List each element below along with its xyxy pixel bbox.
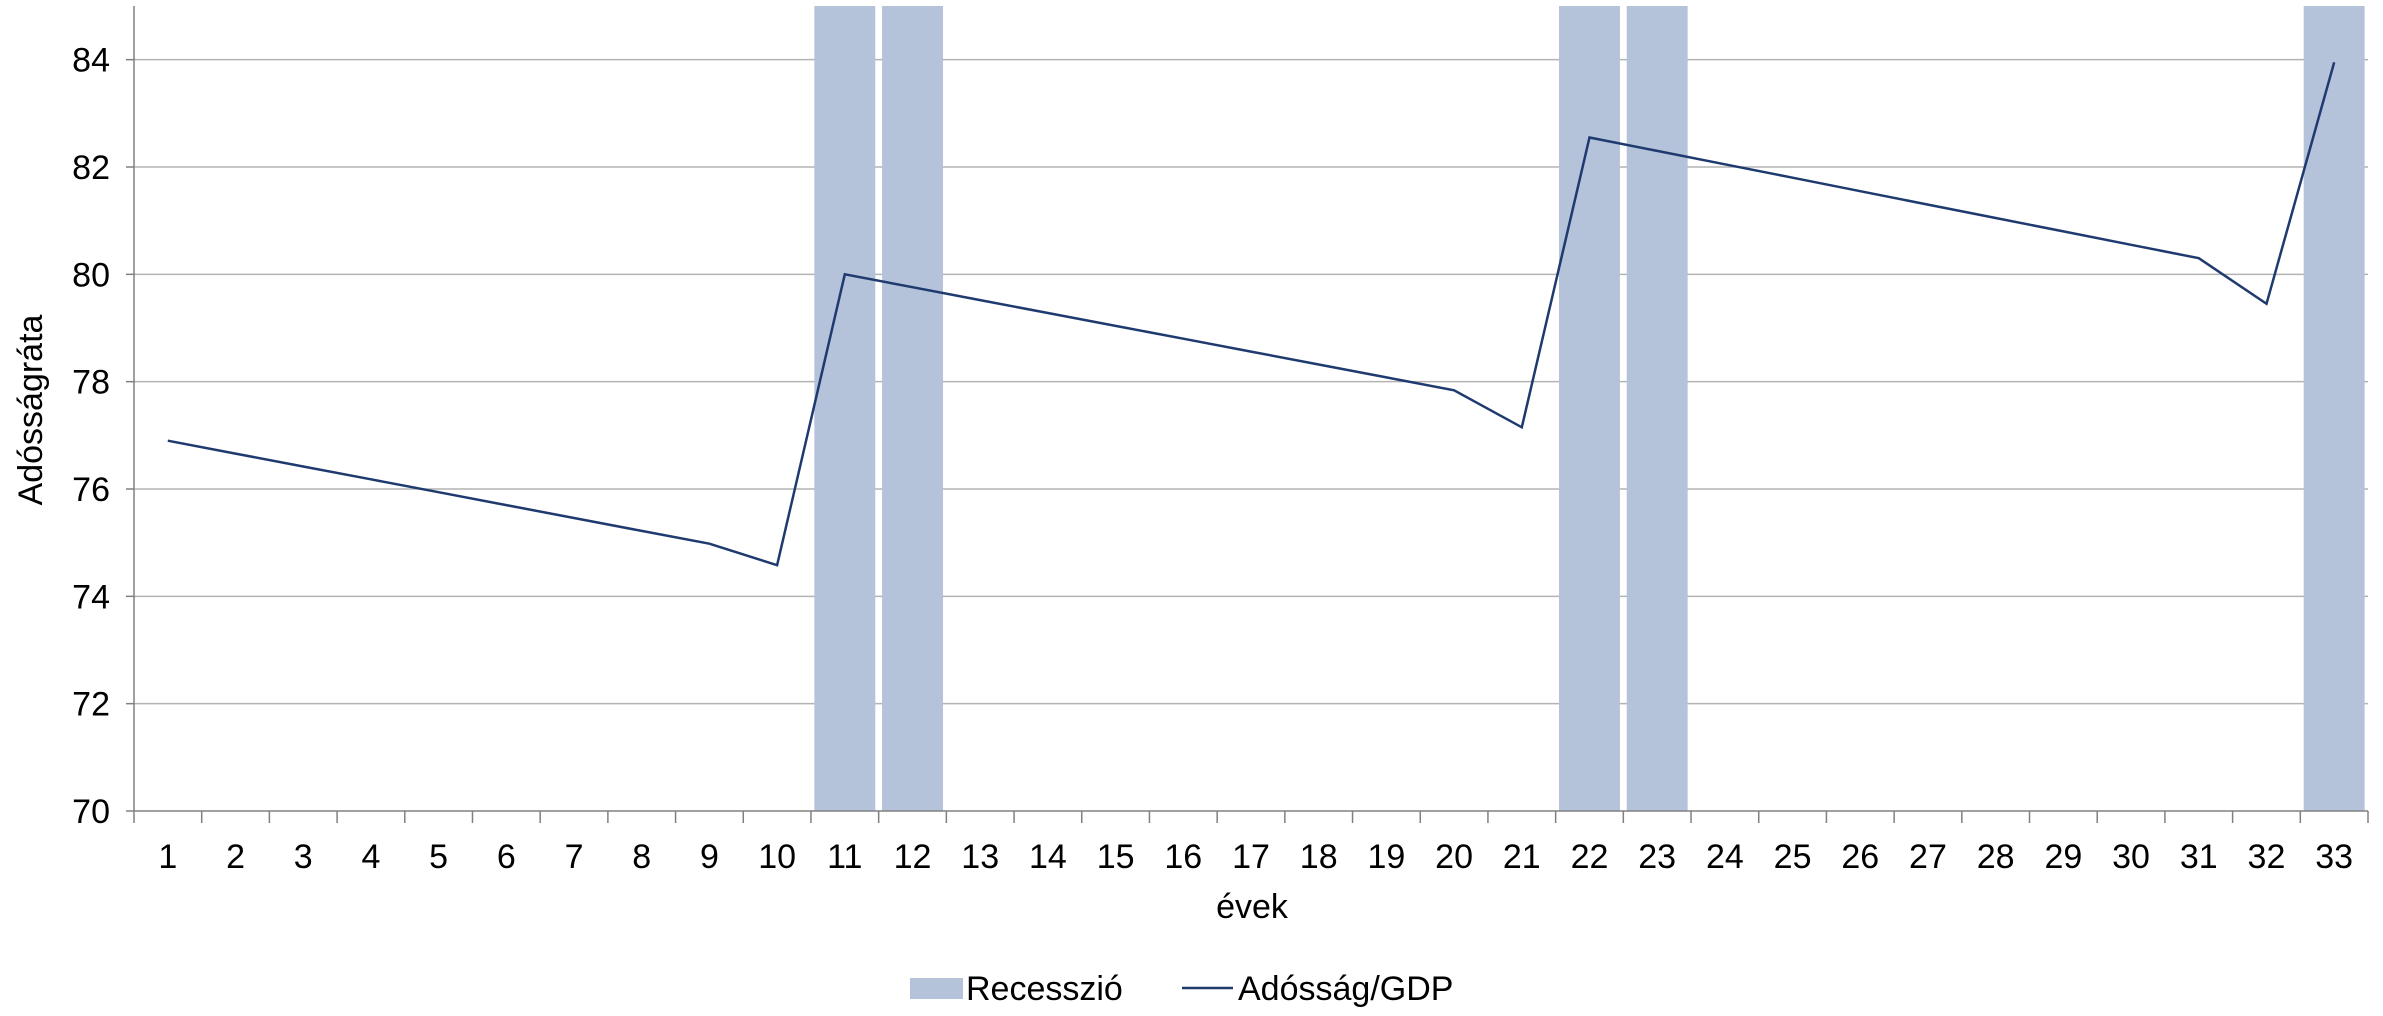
x-tick-label: 3 xyxy=(294,838,313,876)
legend-label-debt-gdp: Adósság/GDP xyxy=(1238,970,1453,1008)
x-tick-label: 19 xyxy=(1367,838,1405,876)
recession-bar xyxy=(1559,6,1620,811)
y-tick-label: 78 xyxy=(72,364,110,402)
gridlines xyxy=(134,58,2368,705)
y-tick-label: 84 xyxy=(72,42,110,80)
x-tick-label: 24 xyxy=(1706,838,1744,876)
y-tick-label: 70 xyxy=(72,793,110,831)
x-tick-label: 18 xyxy=(1300,838,1338,876)
legend: Recesszió Adósság/GDP xyxy=(910,970,1453,1008)
x-tick-label: 6 xyxy=(497,838,516,876)
x-tick-label: 5 xyxy=(429,838,448,876)
x-tick-label: 4 xyxy=(361,838,380,876)
x-tick-label: 25 xyxy=(1774,838,1812,876)
x-tick-label: 22 xyxy=(1571,838,1609,876)
x-tick-label: 12 xyxy=(894,838,932,876)
x-tick-label: 23 xyxy=(1638,838,1676,876)
x-tick-label: 16 xyxy=(1164,838,1202,876)
x-tick-label: 31 xyxy=(2180,838,2218,876)
x-tick-labels: 1 2 3 4 5 6 7 8 9 10 11 12 13 14 15 16 17 18 19 20 21 22 23 24 2… xyxy=(158,838,2353,876)
x-tick-label: 2 xyxy=(226,838,245,876)
y-tick-labels: 70 72 74 76 78 80 82 84 xyxy=(72,42,110,831)
x-tick-label: 17 xyxy=(1232,838,1270,876)
recession-bar xyxy=(2303,6,2365,811)
x-axis-title: évek xyxy=(1216,888,1289,926)
x-tick-label: 7 xyxy=(565,838,584,876)
x-tick-label: 26 xyxy=(1841,838,1879,876)
x-tick-label: 20 xyxy=(1435,838,1473,876)
legend-swatch-recession xyxy=(910,978,963,999)
x-tick-label: 15 xyxy=(1097,838,1135,876)
x-tick-label: 30 xyxy=(2112,838,2150,876)
y-tick-label: 82 xyxy=(72,149,110,187)
x-tick-label: 33 xyxy=(2315,838,2353,876)
y-tick-label: 74 xyxy=(72,578,110,616)
x-tick-label: 27 xyxy=(1909,838,1947,876)
debt-line-layer xyxy=(167,61,2336,567)
x-tick-label: 11 xyxy=(827,838,862,876)
debt-gdp-line xyxy=(167,61,2336,567)
y-axis-title: Adósságráta xyxy=(12,314,50,505)
axes xyxy=(126,6,2369,823)
recession-bar xyxy=(1626,6,1688,811)
x-tick-label: 13 xyxy=(961,838,999,876)
y-tick-label: 80 xyxy=(72,256,110,294)
x-tick-label: 8 xyxy=(632,838,651,876)
x-tick-label: 28 xyxy=(1977,838,2015,876)
x-tick-label: 21 xyxy=(1503,838,1541,876)
x-tick-label: 10 xyxy=(758,838,796,876)
recession-bar xyxy=(882,6,943,811)
x-tick-label: 1 xyxy=(158,838,177,876)
y-tick-label: 76 xyxy=(72,471,110,509)
legend-label-recession: Recesszió xyxy=(966,970,1123,1008)
x-tick-label: 14 xyxy=(1029,838,1067,876)
recession-bars xyxy=(814,6,2365,811)
x-tick-label: 29 xyxy=(2044,838,2082,876)
y-tick-label: 72 xyxy=(72,686,110,724)
recession-bar xyxy=(814,6,876,811)
x-tick-label: 9 xyxy=(700,838,719,876)
x-tick-label: 32 xyxy=(2248,838,2286,876)
